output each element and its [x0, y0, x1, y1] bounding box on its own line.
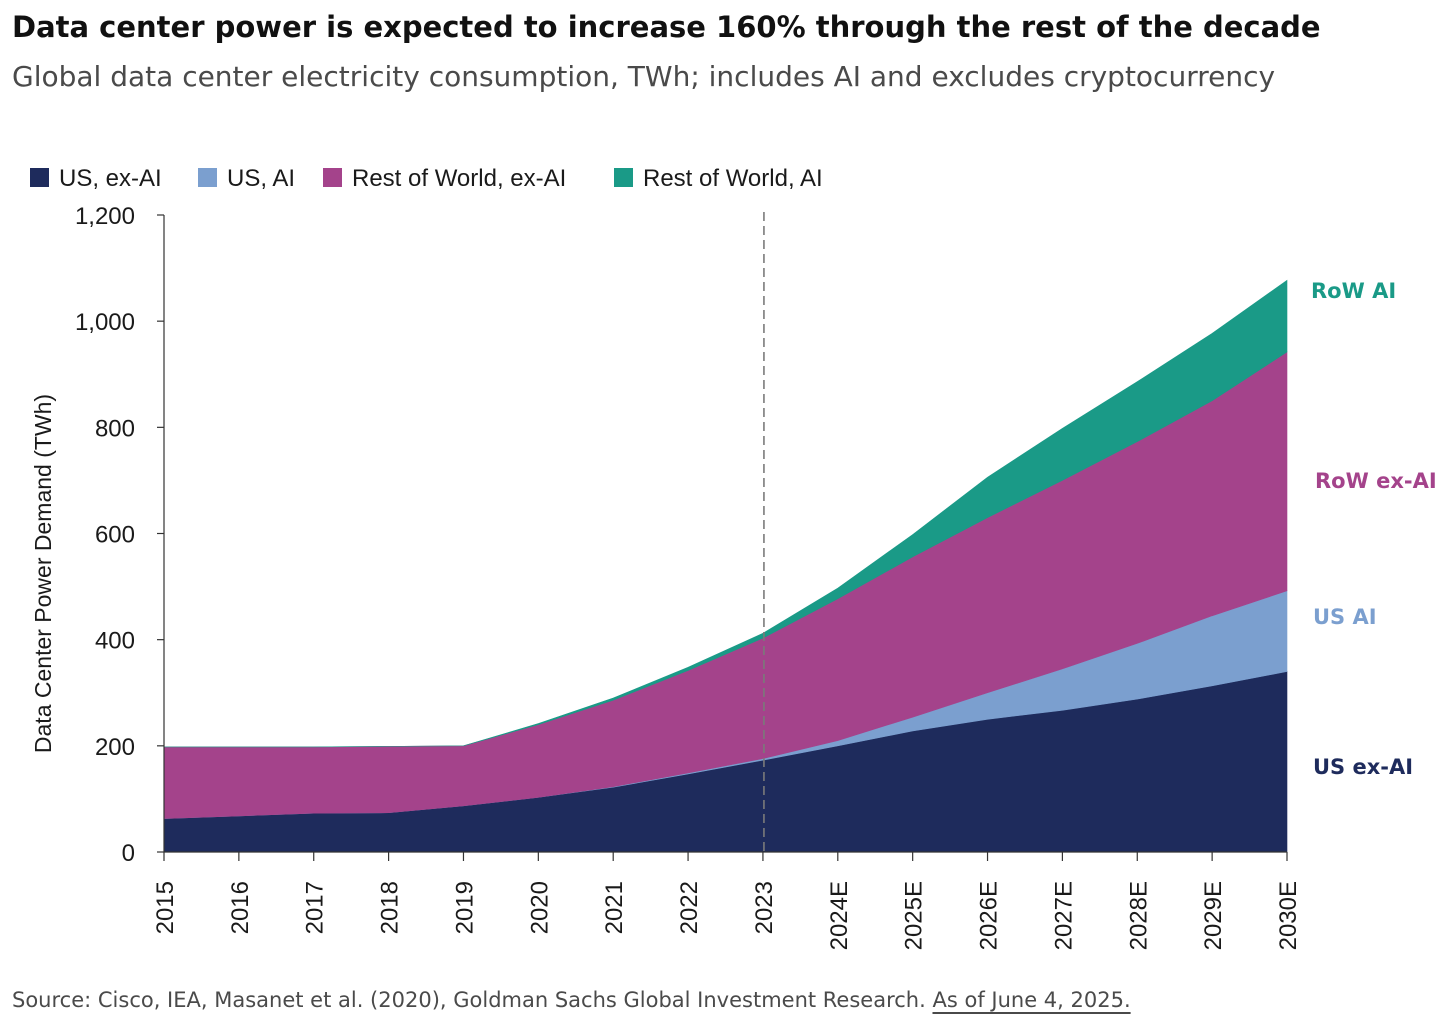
y-tick-label: 1,200	[75, 203, 135, 230]
chart-axes: 0 200 400 600 800 1,000 1,200 2015 2016 2017 2018 2…	[30, 203, 1302, 950]
y-tick-label: 600	[95, 522, 135, 549]
page-subtitle: Global data center electricity consumpti…	[12, 60, 1276, 93]
legend-swatch	[323, 168, 342, 187]
legend-item-us-ex-ai: US, ex-AI	[30, 165, 162, 192]
page-title: Data center power is expected to increas…	[12, 10, 1321, 44]
x-tick-label: 2028E	[1125, 881, 1152, 950]
legend-label: US, AI	[227, 165, 295, 192]
end-label-us-ai: US AI	[1313, 605, 1377, 629]
y-tick-label: 0	[122, 840, 135, 867]
legend-item-us-ai: US, AI	[198, 165, 295, 192]
x-tick-label: 2020	[526, 881, 553, 934]
x-tick-label: 2015	[152, 881, 179, 934]
x-tick-label: 2019	[451, 881, 478, 934]
x-tick-label: 2030E	[1275, 881, 1302, 950]
x-tick-label: 2016	[227, 881, 254, 934]
x-tick-label: 2025E	[901, 881, 928, 950]
legend-swatch	[30, 168, 49, 187]
series-end-labels: US ex-AI US AI RoW ex-AI RoW AI	[1311, 279, 1437, 779]
legend-swatch	[198, 168, 217, 187]
y-tick-label: 200	[95, 734, 135, 761]
source-date: As of June 4, 2025.	[932, 988, 1131, 1012]
x-tick-label: 2022	[676, 881, 703, 934]
stacked-area-chart: US, ex-AI US, AI Rest of World, ex-AI Rest …	[30, 165, 1437, 950]
chart-areas	[163, 279, 1288, 853]
y-axis-title: Data Center Power Demand (TWh)	[30, 394, 56, 753]
end-label-row-ai: RoW AI	[1311, 279, 1396, 303]
x-tick-label: 2024E	[826, 881, 853, 950]
area-rest-of-world-ai	[164, 279, 1288, 748]
source-text: Source: Cisco, IEA, Masanet et al. (2020…	[12, 988, 926, 1012]
y-tick-label: 800	[95, 415, 135, 442]
legend-label: Rest of World, ex-AI	[352, 165, 566, 192]
x-tick-label: 2029E	[1200, 881, 1227, 950]
x-tick-label: 2017	[302, 881, 329, 934]
end-label-row-ex-ai: RoW ex-AI	[1315, 469, 1437, 493]
y-tick-label: 400	[95, 628, 135, 655]
legend-label: US, ex-AI	[59, 165, 162, 192]
x-tick-label: 2027E	[1050, 881, 1077, 950]
x-tick-label: 2026E	[976, 881, 1003, 950]
x-tick-label: 2021	[601, 881, 628, 934]
chart-legend: US, ex-AI US, AI Rest of World, ex-AI Rest …	[30, 165, 823, 192]
x-tick-label: 2018	[377, 881, 404, 934]
end-label-us-ex-ai: US ex-AI	[1313, 755, 1413, 779]
y-tick-label: 1,000	[75, 309, 135, 336]
legend-item-rest-of-world-ex-ai: Rest of World, ex-AI	[323, 165, 566, 192]
legend-label: Rest of World, AI	[643, 165, 823, 192]
legend-item-rest-of-world-ai: Rest of World, AI	[614, 165, 823, 192]
x-tick-label: 2023	[751, 881, 778, 934]
source-note: Source: Cisco, IEA, Masanet et al. (2020…	[12, 988, 1131, 1012]
legend-swatch	[614, 168, 633, 187]
